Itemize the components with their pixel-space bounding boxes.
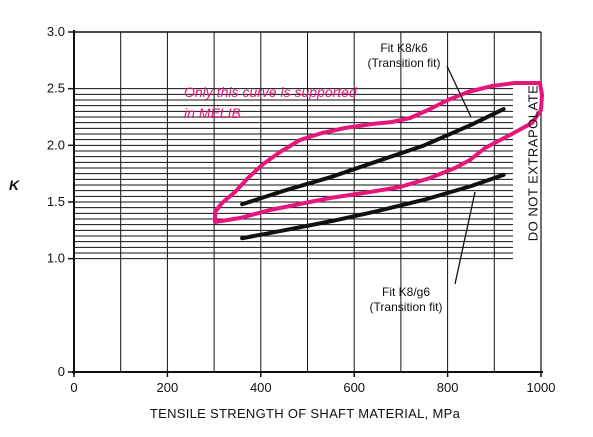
- y-tick-label: 2.0: [47, 137, 65, 152]
- y-tick-label: 2.5: [47, 81, 65, 96]
- y-tick-label: 1.0: [47, 251, 65, 266]
- highlight-note-line2: in MELIB.: [184, 105, 245, 121]
- k6-leader-line: [446, 65, 472, 118]
- x-tick-label: 0: [70, 380, 77, 395]
- do-not-extrapolate-note: DO NOT EXTRAPOLATE: [525, 85, 540, 242]
- y-tick-label: 1.5: [47, 194, 65, 209]
- curve-k8-k6: [240, 107, 506, 207]
- x-tick-label: 600: [343, 380, 365, 395]
- k6-label-line2: (Transition fit): [368, 56, 441, 70]
- curve-k8-g6: [240, 172, 506, 241]
- k6-label-line1: Fit K8/k6: [380, 41, 428, 55]
- chart-grid: [74, 31, 541, 372]
- x-axis-label: TENSILE STRENGTH OF SHAFT MATERIAL, MPa: [150, 406, 461, 421]
- x-tick-label: 400: [250, 380, 272, 395]
- tick-labels: 0 1.0 1.5 2.0 2.5 3.0 0 200 400 600 800 1000: [47, 24, 556, 395]
- x-tick-label: 800: [437, 380, 459, 395]
- y-tick-label: 3.0: [47, 24, 65, 39]
- x-tick-label: 200: [157, 380, 179, 395]
- curve-group: [240, 107, 506, 241]
- y-tick-label: 0: [58, 364, 65, 379]
- highlight-outline: [213, 81, 544, 224]
- highlight-note-line1: Only this curve is supported: [184, 84, 358, 100]
- g6-leader-line: [454, 191, 476, 285]
- g6-label-line2: (Transition fit): [370, 300, 443, 314]
- x-tick-label: 1000: [527, 380, 556, 395]
- y-axis-label: K: [9, 177, 20, 193]
- g6-label-line1: Fit K8/g6: [382, 285, 430, 299]
